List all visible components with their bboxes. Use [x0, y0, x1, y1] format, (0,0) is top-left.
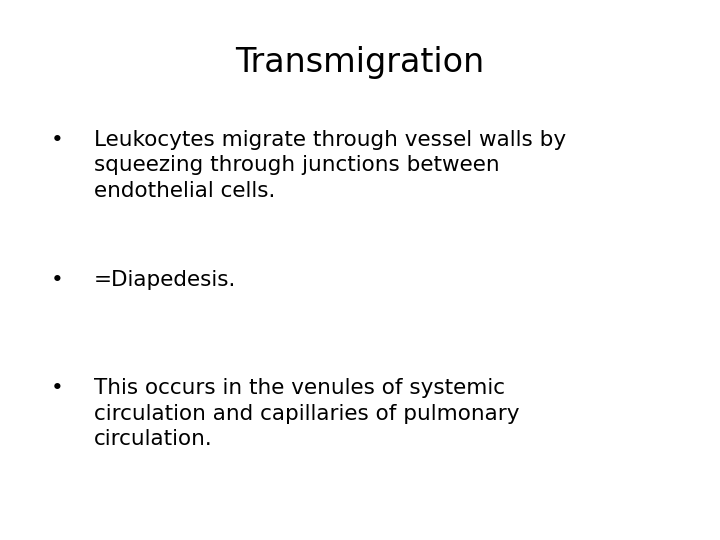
Text: •: • [50, 270, 63, 290]
Text: Leukocytes migrate through vessel walls by
squeezing through junctions between
e: Leukocytes migrate through vessel walls … [94, 130, 566, 201]
Text: •: • [50, 130, 63, 150]
Text: •: • [50, 378, 63, 398]
Text: =Diapedesis.: =Diapedesis. [94, 270, 236, 290]
Text: Transmigration: Transmigration [235, 46, 485, 79]
Text: This occurs in the venules of systemic
circulation and capillaries of pulmonary
: This occurs in the venules of systemic c… [94, 378, 519, 449]
